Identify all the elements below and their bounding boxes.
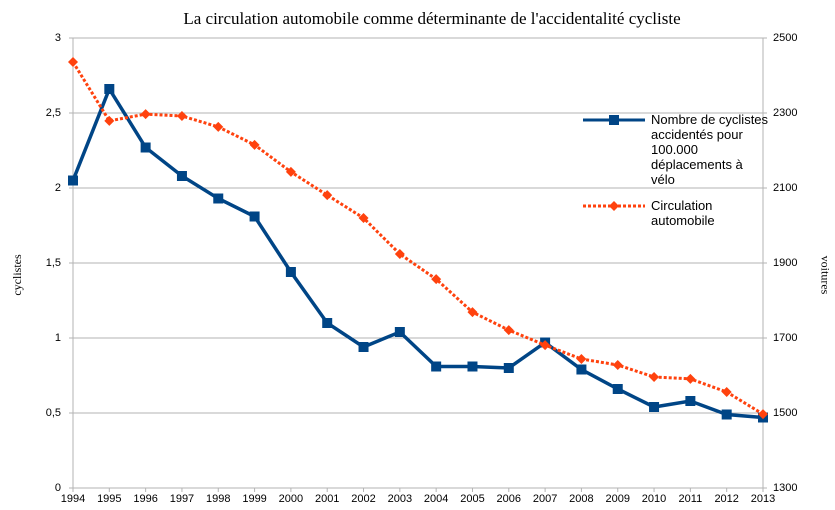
y-tick-label: 0,5 [46, 407, 61, 419]
x-tick-label: 2002 [351, 493, 375, 505]
marker [503, 363, 514, 373]
marker [394, 249, 405, 259]
marker [612, 360, 623, 370]
y-tick-label: 0 [55, 482, 61, 494]
marker [758, 409, 768, 420]
y-axis-title: cyclistes [10, 254, 24, 296]
x-tick-label: 2009 [605, 493, 629, 505]
x-tick-label: 1996 [133, 493, 157, 505]
series-line [71, 61, 764, 416]
marker [68, 57, 78, 67]
marker [394, 327, 405, 337]
marker [249, 211, 260, 222]
marker [612, 384, 623, 394]
x-tick-label: 1999 [242, 493, 266, 505]
x-tick-label: 2010 [642, 493, 666, 505]
marker [576, 354, 587, 364]
marker [322, 318, 333, 328]
y2-tick-label: 1300 [773, 482, 797, 494]
marker [540, 340, 551, 351]
legend-label: Circulation automobile [651, 198, 715, 228]
marker [685, 373, 696, 384]
x-tick-label: 1995 [97, 493, 121, 505]
x-tick-label: 2000 [279, 493, 303, 505]
y2-tick-label: 2500 [773, 32, 797, 44]
x-tick-label: 1998 [206, 493, 230, 505]
marker [358, 213, 369, 223]
x-tick-label: 2011 [679, 493, 703, 505]
legend-label: Nombre de cyclistes accidentés pour 100.… [651, 112, 769, 187]
marker [213, 193, 224, 204]
y2-tick-label: 1900 [773, 257, 797, 269]
y-tick-label: 3 [55, 32, 61, 44]
marker [322, 190, 333, 201]
y2-tick-label: 1500 [773, 407, 797, 419]
x-tick-label: 2004 [424, 493, 448, 505]
marker [140, 109, 151, 120]
marker [721, 409, 732, 420]
marker [609, 201, 619, 211]
marker [609, 115, 619, 125]
x-tick-label: 2001 [315, 493, 339, 505]
marker [285, 267, 296, 277]
x-tick-label: 2012 [714, 493, 738, 505]
x-tick-label: 1994 [61, 493, 85, 505]
x-tick-label: 2013 [751, 493, 775, 505]
x-tick-label: 2005 [460, 493, 484, 505]
marker [431, 274, 442, 285]
marker [721, 387, 732, 397]
marker [467, 307, 478, 318]
marker [576, 364, 587, 375]
y2-tick-label: 1700 [773, 332, 797, 344]
y2-tick-label: 2100 [773, 182, 797, 194]
y2-axis-title: voitures [818, 256, 832, 295]
marker [649, 402, 660, 412]
marker [213, 121, 224, 132]
marker [140, 142, 151, 153]
series-line [71, 85, 764, 420]
marker [685, 396, 696, 406]
marker [358, 342, 369, 352]
marker [176, 171, 187, 181]
marker [176, 111, 187, 121]
marker [649, 372, 660, 382]
legend-item: Nombre de cyclistes accidentés pour 100.… [651, 112, 769, 187]
chart-title: La circulation automobile comme détermin… [183, 9, 680, 28]
marker [285, 166, 296, 177]
x-tick-label: 1997 [170, 493, 194, 505]
x-tick-label: 2006 [497, 493, 521, 505]
x-tick-label: 2007 [533, 493, 557, 505]
y-tick-label: 1 [55, 332, 61, 344]
y-tick-label: 2 [55, 182, 61, 194]
marker [104, 115, 115, 126]
y2-tick-label: 2300 [773, 107, 797, 119]
x-tick-label: 2008 [569, 493, 593, 505]
x-tick-label: 2003 [388, 493, 412, 505]
marker [503, 325, 514, 336]
marker [249, 139, 260, 150]
marker [68, 175, 78, 186]
y-tick-label: 2,5 [46, 107, 61, 119]
legend-item: Circulation automobile [651, 198, 715, 228]
y-tick-label: 1,5 [46, 257, 61, 269]
marker [467, 361, 478, 372]
marker [431, 361, 442, 372]
marker [104, 84, 115, 94]
